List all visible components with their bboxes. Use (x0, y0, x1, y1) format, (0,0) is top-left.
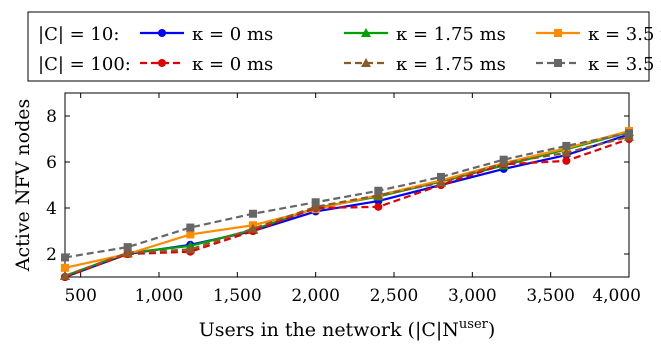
data-point (249, 209, 257, 218)
y-tick-label: 2 (46, 245, 57, 265)
y-axis-label: Active NFV nodes (12, 99, 34, 273)
legend-item: κ = 1.75 ms (344, 24, 506, 45)
legend-item: κ = 0 ms (140, 24, 273, 45)
x-axis-label-close: ) (488, 319, 495, 341)
data-point (122, 247, 133, 257)
data-point (61, 253, 69, 262)
plot-frame (64, 92, 630, 278)
legend-box (27, 11, 650, 82)
series-5 (61, 129, 633, 262)
data-point (437, 172, 445, 181)
legend-item: κ = 0 ms (140, 54, 273, 75)
legend-swatch-marker (361, 28, 371, 37)
legend-label: κ = 3.5 ms (588, 54, 661, 75)
series-line (64, 135, 630, 277)
x-tick-label: 2,500 (370, 286, 419, 306)
x-axis-label-main: Users in the network (|C|N (199, 319, 459, 341)
legend-swatch-marker (554, 59, 562, 67)
x-tick-label: 3,500 (526, 286, 575, 306)
legend-label: κ = 0 ms (192, 24, 273, 45)
legend-item: κ = 3.5 ms (536, 54, 661, 75)
x-tick-label: 2,000 (291, 286, 340, 306)
data-point (374, 202, 383, 211)
legend-label: κ = 1.75 ms (396, 24, 506, 45)
data-point (311, 198, 320, 207)
x-tick-label: 1,500 (213, 286, 262, 306)
data-point (248, 223, 258, 233)
data-point (61, 263, 69, 272)
data-point (123, 243, 132, 252)
legend-swatch-marker (554, 29, 562, 37)
data-point (374, 186, 383, 195)
data-point (373, 190, 384, 200)
data-point (625, 129, 633, 138)
x-axis-label-superscript: user (459, 317, 489, 332)
x-tick-label: 500 (64, 286, 96, 306)
data-point (310, 201, 321, 211)
y-tick-label: 6 (46, 153, 57, 173)
series-line (64, 137, 630, 279)
legend: |C| = 10: |C| = 100: κ = 0 ms κ = 1.75 ms… (27, 11, 661, 82)
legend-swatch-marker (158, 29, 166, 37)
legend-label: κ = 0 ms (192, 54, 273, 75)
data-point (186, 230, 195, 239)
y-tick-label: 4 (46, 199, 57, 219)
legend-group-label-c10: |C| = 10: (38, 24, 119, 45)
data-point (60, 270, 70, 280)
x-tick-label: 3,000 (448, 286, 497, 306)
series-line (64, 132, 630, 259)
data-point (436, 177, 446, 187)
series-line (64, 129, 630, 269)
data-point (186, 223, 195, 232)
x-tick-label: 4,000 (592, 286, 641, 306)
legend-group-label-c100: |C| = 100: (38, 54, 131, 75)
legend-item: κ = 1.75 ms (344, 54, 506, 75)
data-point (562, 156, 571, 165)
legend-label: κ = 1.75 ms (396, 54, 506, 75)
data-point (561, 147, 572, 157)
y-tick-label: 8 (46, 107, 57, 127)
x-tick-label: 1,000 (135, 286, 184, 306)
x-axis-label: Users in the network (|C|Nuser) (199, 317, 496, 341)
data-point (562, 141, 571, 150)
data-point (499, 155, 508, 164)
legend-swatch-marker (158, 59, 166, 67)
legend-swatch-marker (361, 58, 371, 67)
legend-label: κ = 3.5 ms (588, 24, 661, 45)
legend-item: κ = 3.5 ms (536, 24, 661, 45)
data-point (185, 244, 196, 254)
